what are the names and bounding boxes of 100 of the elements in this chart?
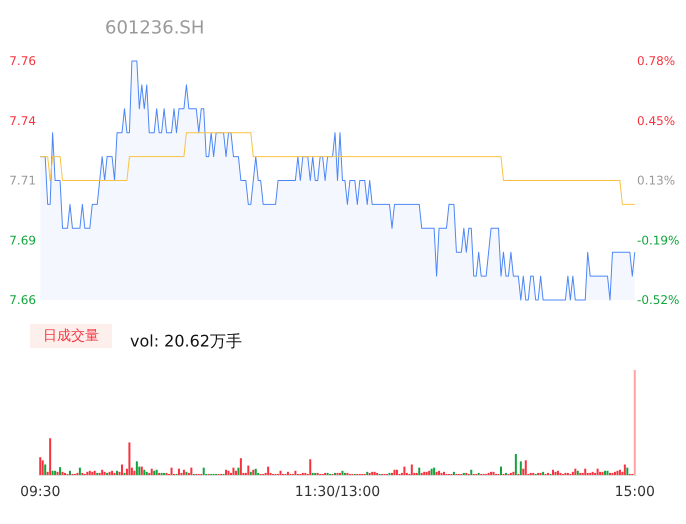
- bar: [309, 459, 312, 475]
- bar: [247, 466, 250, 475]
- bar: [94, 470, 96, 475]
- bar: [443, 472, 446, 475]
- bar: [68, 470, 71, 475]
- bar: [54, 470, 56, 475]
- bar: [452, 472, 455, 475]
- bar: [286, 472, 289, 475]
- y-tick-label: 7.69: [9, 233, 36, 248]
- bar: [136, 461, 138, 475]
- bar: [294, 470, 296, 475]
- bar: [56, 472, 59, 475]
- bar: [554, 472, 556, 475]
- bar: [393, 470, 396, 475]
- bar: [232, 468, 234, 475]
- bar: [634, 370, 636, 475]
- bar: [120, 464, 123, 475]
- bar: [254, 468, 257, 475]
- bar: [178, 468, 180, 475]
- bar: [614, 472, 616, 475]
- bar: [143, 470, 146, 475]
- y-tick-label: 7.71: [9, 174, 36, 188]
- bar: [584, 468, 586, 475]
- bar: [59, 467, 62, 475]
- x-tick-label: 15:00: [614, 484, 655, 500]
- bar: [116, 470, 118, 475]
- bar: [470, 470, 472, 475]
- bar: [576, 470, 579, 475]
- y2-tick-label: 0.45%: [637, 114, 676, 128]
- x-tick-label: 09:30: [20, 484, 60, 500]
- bar: [140, 466, 143, 475]
- bar: [228, 470, 230, 475]
- bar: [556, 470, 559, 475]
- bar: [133, 470, 136, 475]
- bar: [341, 470, 344, 475]
- bar: [111, 470, 114, 475]
- bar: [86, 472, 88, 475]
- bar: [438, 470, 440, 475]
- bar: [514, 454, 517, 475]
- y-tick-label: 7.66: [9, 293, 36, 307]
- bar: [250, 472, 252, 475]
- bar: [524, 460, 527, 475]
- bar: [374, 472, 376, 475]
- bar: [170, 468, 173, 475]
- bar: [396, 470, 398, 475]
- bar: [426, 472, 428, 475]
- y2-tick-label: 0.78%: [637, 54, 676, 68]
- bar: [42, 460, 44, 475]
- bar: [436, 472, 438, 475]
- bar: [101, 470, 104, 475]
- line-series: [40, 132, 636, 205]
- bar: [280, 470, 282, 475]
- bar: [366, 472, 368, 475]
- bar: [240, 458, 242, 475]
- bar: [428, 470, 430, 475]
- bar: [604, 470, 606, 475]
- bar: [225, 470, 228, 475]
- bar: [542, 472, 544, 475]
- bar: [574, 468, 576, 475]
- bar: [418, 468, 420, 475]
- bar: [599, 472, 602, 475]
- bar: [596, 468, 599, 475]
- y-tick-label: 7.76: [9, 54, 36, 68]
- bar: [492, 472, 495, 475]
- bar: [572, 472, 574, 475]
- bar: [146, 472, 148, 475]
- bar: [62, 472, 64, 475]
- bar: [185, 472, 188, 475]
- bar: [423, 472, 426, 475]
- bar: [44, 464, 46, 475]
- bar: [626, 468, 628, 475]
- bar: [91, 472, 94, 475]
- bar: [104, 472, 106, 475]
- bar: [624, 464, 626, 475]
- bar: [202, 468, 205, 475]
- bar: [237, 468, 240, 475]
- bar: [520, 461, 522, 475]
- bar: [618, 470, 621, 475]
- bar: [52, 470, 54, 475]
- x-tick-label: 11:30/13:00: [294, 484, 380, 500]
- bar: [78, 468, 81, 475]
- y2-tick-label: -0.19%: [637, 233, 680, 248]
- bar: [150, 468, 153, 475]
- bar: [512, 472, 514, 475]
- bar: [88, 470, 91, 475]
- bar: [252, 470, 254, 475]
- bar: [592, 472, 594, 475]
- bar: [156, 470, 158, 475]
- bar: [190, 468, 192, 475]
- bar: [39, 457, 42, 475]
- bar: [433, 468, 436, 475]
- y2-tick-label: -0.52%: [637, 293, 680, 307]
- text: vol: 20.62万手: [130, 332, 242, 350]
- bar: [49, 438, 52, 475]
- bar: [182, 470, 185, 475]
- bar: [153, 470, 156, 475]
- y-tick-label: 7.74: [9, 114, 36, 128]
- bar: [410, 464, 413, 475]
- bar: [500, 466, 502, 475]
- chart-title: 601236.SH: [105, 18, 204, 38]
